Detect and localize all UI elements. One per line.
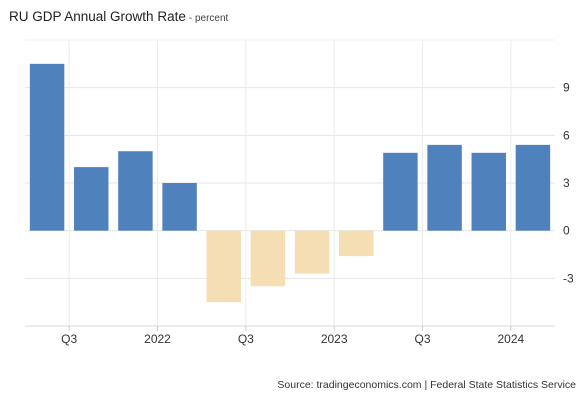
chart-title: RU GDP Annual Growth Rate - percent: [9, 9, 228, 24]
bar: [118, 151, 153, 231]
bar: [74, 167, 109, 231]
y-tick-label: 9: [563, 81, 570, 95]
x-tick-label: 2023: [321, 332, 348, 346]
bar: [29, 63, 65, 231]
x-tick-label: 2024: [497, 332, 524, 346]
chart-subtitle: - percent: [188, 13, 229, 24]
bar: [206, 230, 241, 303]
bar: [427, 144, 462, 231]
y-tick-label: 3: [563, 176, 570, 190]
bar: [383, 152, 418, 231]
source-note: Source: tradingeconomics.com | Federal S…: [277, 379, 576, 391]
bar: [339, 230, 374, 257]
x-tick-label: Q3: [238, 332, 254, 346]
x-tick-label: Q3: [414, 332, 430, 346]
y-tick-label: -3: [563, 271, 574, 285]
x-tick-label: Q3: [61, 332, 77, 346]
bar: [250, 230, 286, 287]
x-tick-label: 2022: [144, 332, 171, 346]
y-tick-label: 0: [563, 224, 570, 238]
y-tick-label: 6: [563, 128, 570, 142]
bar: [162, 183, 197, 231]
bar: [294, 230, 330, 274]
bar: [515, 144, 551, 231]
chart-title-text: RU GDP Annual Growth Rate: [9, 9, 186, 24]
bar: [471, 152, 506, 231]
